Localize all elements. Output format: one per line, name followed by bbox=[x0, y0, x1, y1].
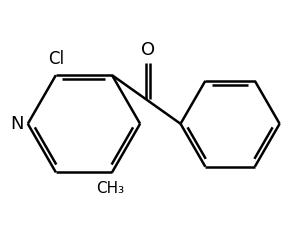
Text: CH₃: CH₃ bbox=[96, 181, 124, 196]
Text: Cl: Cl bbox=[48, 50, 64, 68]
Text: O: O bbox=[141, 41, 155, 59]
Text: N: N bbox=[10, 115, 24, 133]
